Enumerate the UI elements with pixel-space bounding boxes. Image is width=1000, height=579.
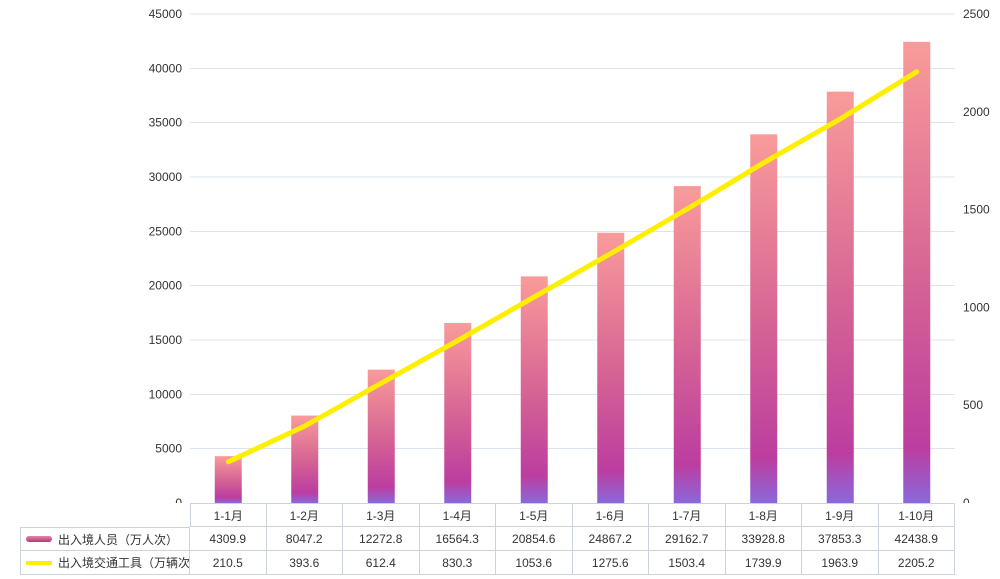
bar-1-6月[interactable] bbox=[597, 232, 625, 503]
chart-data-table: 1-1月 1-2月 1-3月 1-4月 1-5月 1-6月 1-7月 1-8月 1-9月 1-10… bbox=[20, 503, 955, 575]
left-axis-tick-label: 20000 bbox=[149, 279, 183, 293]
left-axis-tick-label: 10000 bbox=[149, 387, 183, 401]
left-axis-tick-label: 35000 bbox=[149, 116, 183, 130]
right-axis-tick-label: 0 bbox=[963, 496, 970, 503]
left-axis-tick-label: 15000 bbox=[149, 333, 183, 347]
bar-1-4月[interactable] bbox=[444, 323, 472, 503]
category-header-cell: 1-1月 bbox=[190, 503, 267, 527]
category-header-cell: 1-9月 bbox=[802, 503, 879, 527]
right-axis-tick-label: 1000 bbox=[963, 300, 990, 314]
category-header-cell: 1-8月 bbox=[725, 503, 802, 527]
value-cell: 1053.6 bbox=[496, 551, 573, 575]
value-cell: 29162.7 bbox=[649, 527, 726, 551]
value-cell: 16564.3 bbox=[419, 527, 496, 551]
category-header-cell: 1-6月 bbox=[572, 503, 649, 527]
value-cell: 4309.9 bbox=[190, 527, 267, 551]
bar-1-8月[interactable] bbox=[750, 134, 778, 503]
legend-cell[interactable]: 出入境交通工具（万辆次） bbox=[20, 551, 190, 575]
value-cell: 20854.6 bbox=[496, 527, 573, 551]
bar-1-7月[interactable] bbox=[673, 186, 701, 503]
right-axis-tick-label: 2000 bbox=[963, 105, 990, 119]
bar-series-swatch-icon bbox=[26, 536, 52, 542]
category-header-cell: 1-10月 bbox=[878, 503, 955, 527]
value-cell: 37853.3 bbox=[802, 527, 879, 551]
left-axis-tick-label: 25000 bbox=[149, 224, 183, 238]
category-header-cell: 1-3月 bbox=[343, 503, 420, 527]
value-cell: 1503.4 bbox=[649, 551, 726, 575]
category-header-cell: 1-4月 bbox=[419, 503, 496, 527]
value-cell: 12272.8 bbox=[343, 527, 420, 551]
bar-1-9月[interactable] bbox=[826, 91, 854, 503]
right-axis-tick-label: 500 bbox=[963, 398, 983, 412]
line-series-swatch-icon bbox=[26, 560, 52, 565]
traffic-line-series[interactable] bbox=[225, 69, 920, 465]
value-cell: 1963.9 bbox=[802, 551, 879, 575]
value-cell: 210.5 bbox=[190, 551, 267, 575]
series-name-label: 出入境人员（万人次） bbox=[58, 532, 179, 547]
value-cell: 393.6 bbox=[266, 551, 343, 575]
value-cell: 33928.8 bbox=[725, 527, 802, 551]
right-axis-tick-label: 2500 bbox=[963, 7, 990, 21]
category-header-cell: 1-2月 bbox=[266, 503, 343, 527]
bar-1-10月[interactable] bbox=[903, 41, 931, 503]
category-header-cell: 1-5月 bbox=[496, 503, 573, 527]
series-name-label: 出入境交通工具（万辆次） bbox=[58, 556, 190, 570]
legend-cell[interactable]: 出入境人员（万人次） bbox=[20, 527, 190, 551]
bar-1-5月[interactable] bbox=[520, 276, 548, 503]
left-axis-tick-label: 30000 bbox=[149, 170, 183, 184]
chart-plot-area: 4500040000350003000025000200001500010000… bbox=[149, 7, 990, 503]
value-cell: 24867.2 bbox=[572, 527, 649, 551]
table-legend-header-spacer bbox=[20, 503, 190, 527]
bar-1-3月[interactable] bbox=[367, 369, 395, 503]
left-axis-tick-label: 40000 bbox=[149, 61, 183, 75]
value-cell: 8047.2 bbox=[266, 527, 343, 551]
right-axis-tick-label: 1500 bbox=[963, 203, 990, 217]
value-cell: 2205.2 bbox=[878, 551, 955, 575]
value-cell: 42438.9 bbox=[878, 527, 955, 551]
left-axis-tick-label: 0 bbox=[175, 496, 182, 503]
value-cell: 830.3 bbox=[419, 551, 496, 575]
value-cell: 1739.9 bbox=[725, 551, 802, 575]
left-axis-tick-label: 5000 bbox=[155, 442, 182, 456]
value-cell: 612.4 bbox=[343, 551, 420, 575]
value-cell: 1275.6 bbox=[572, 551, 649, 575]
category-header-cell: 1-7月 bbox=[649, 503, 726, 527]
left-axis-tick-label: 45000 bbox=[149, 7, 183, 21]
